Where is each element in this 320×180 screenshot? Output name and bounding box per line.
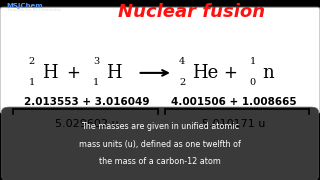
Text: 2.013553 + 3.016049: 2.013553 + 3.016049 — [24, 97, 149, 107]
Text: The masses are given in unified atomic: The masses are given in unified atomic — [81, 122, 239, 131]
Text: H: H — [42, 64, 57, 82]
Text: MSJChem: MSJChem — [6, 3, 43, 9]
Text: 5.029602 u: 5.029602 u — [55, 119, 118, 129]
FancyBboxPatch shape — [0, 7, 320, 113]
Text: n: n — [262, 64, 274, 82]
Text: 1: 1 — [93, 78, 99, 87]
Text: 0: 0 — [250, 78, 256, 87]
Text: 2: 2 — [179, 78, 186, 87]
Text: 1: 1 — [250, 57, 256, 66]
Text: 5.010171 u: 5.010171 u — [202, 119, 265, 129]
Text: 4.001506 + 1.008665: 4.001506 + 1.008665 — [171, 97, 296, 107]
Text: 2: 2 — [29, 57, 35, 66]
Text: +: + — [67, 64, 81, 82]
Text: H: H — [106, 64, 121, 82]
Text: the mass of a carbon-12 atom: the mass of a carbon-12 atom — [99, 157, 221, 166]
Text: 4: 4 — [179, 57, 186, 66]
Text: +: + — [223, 64, 237, 82]
FancyBboxPatch shape — [2, 107, 318, 180]
Text: 1: 1 — [29, 78, 35, 87]
Text: Tutorials for IB Chemistry: Tutorials for IB Chemistry — [6, 8, 61, 12]
Text: Nuclear fusion: Nuclear fusion — [118, 3, 266, 21]
Text: He: He — [192, 64, 218, 82]
Text: mass units (u), defined as one twelfth of: mass units (u), defined as one twelfth o… — [79, 140, 241, 148]
Text: 3: 3 — [93, 57, 99, 66]
